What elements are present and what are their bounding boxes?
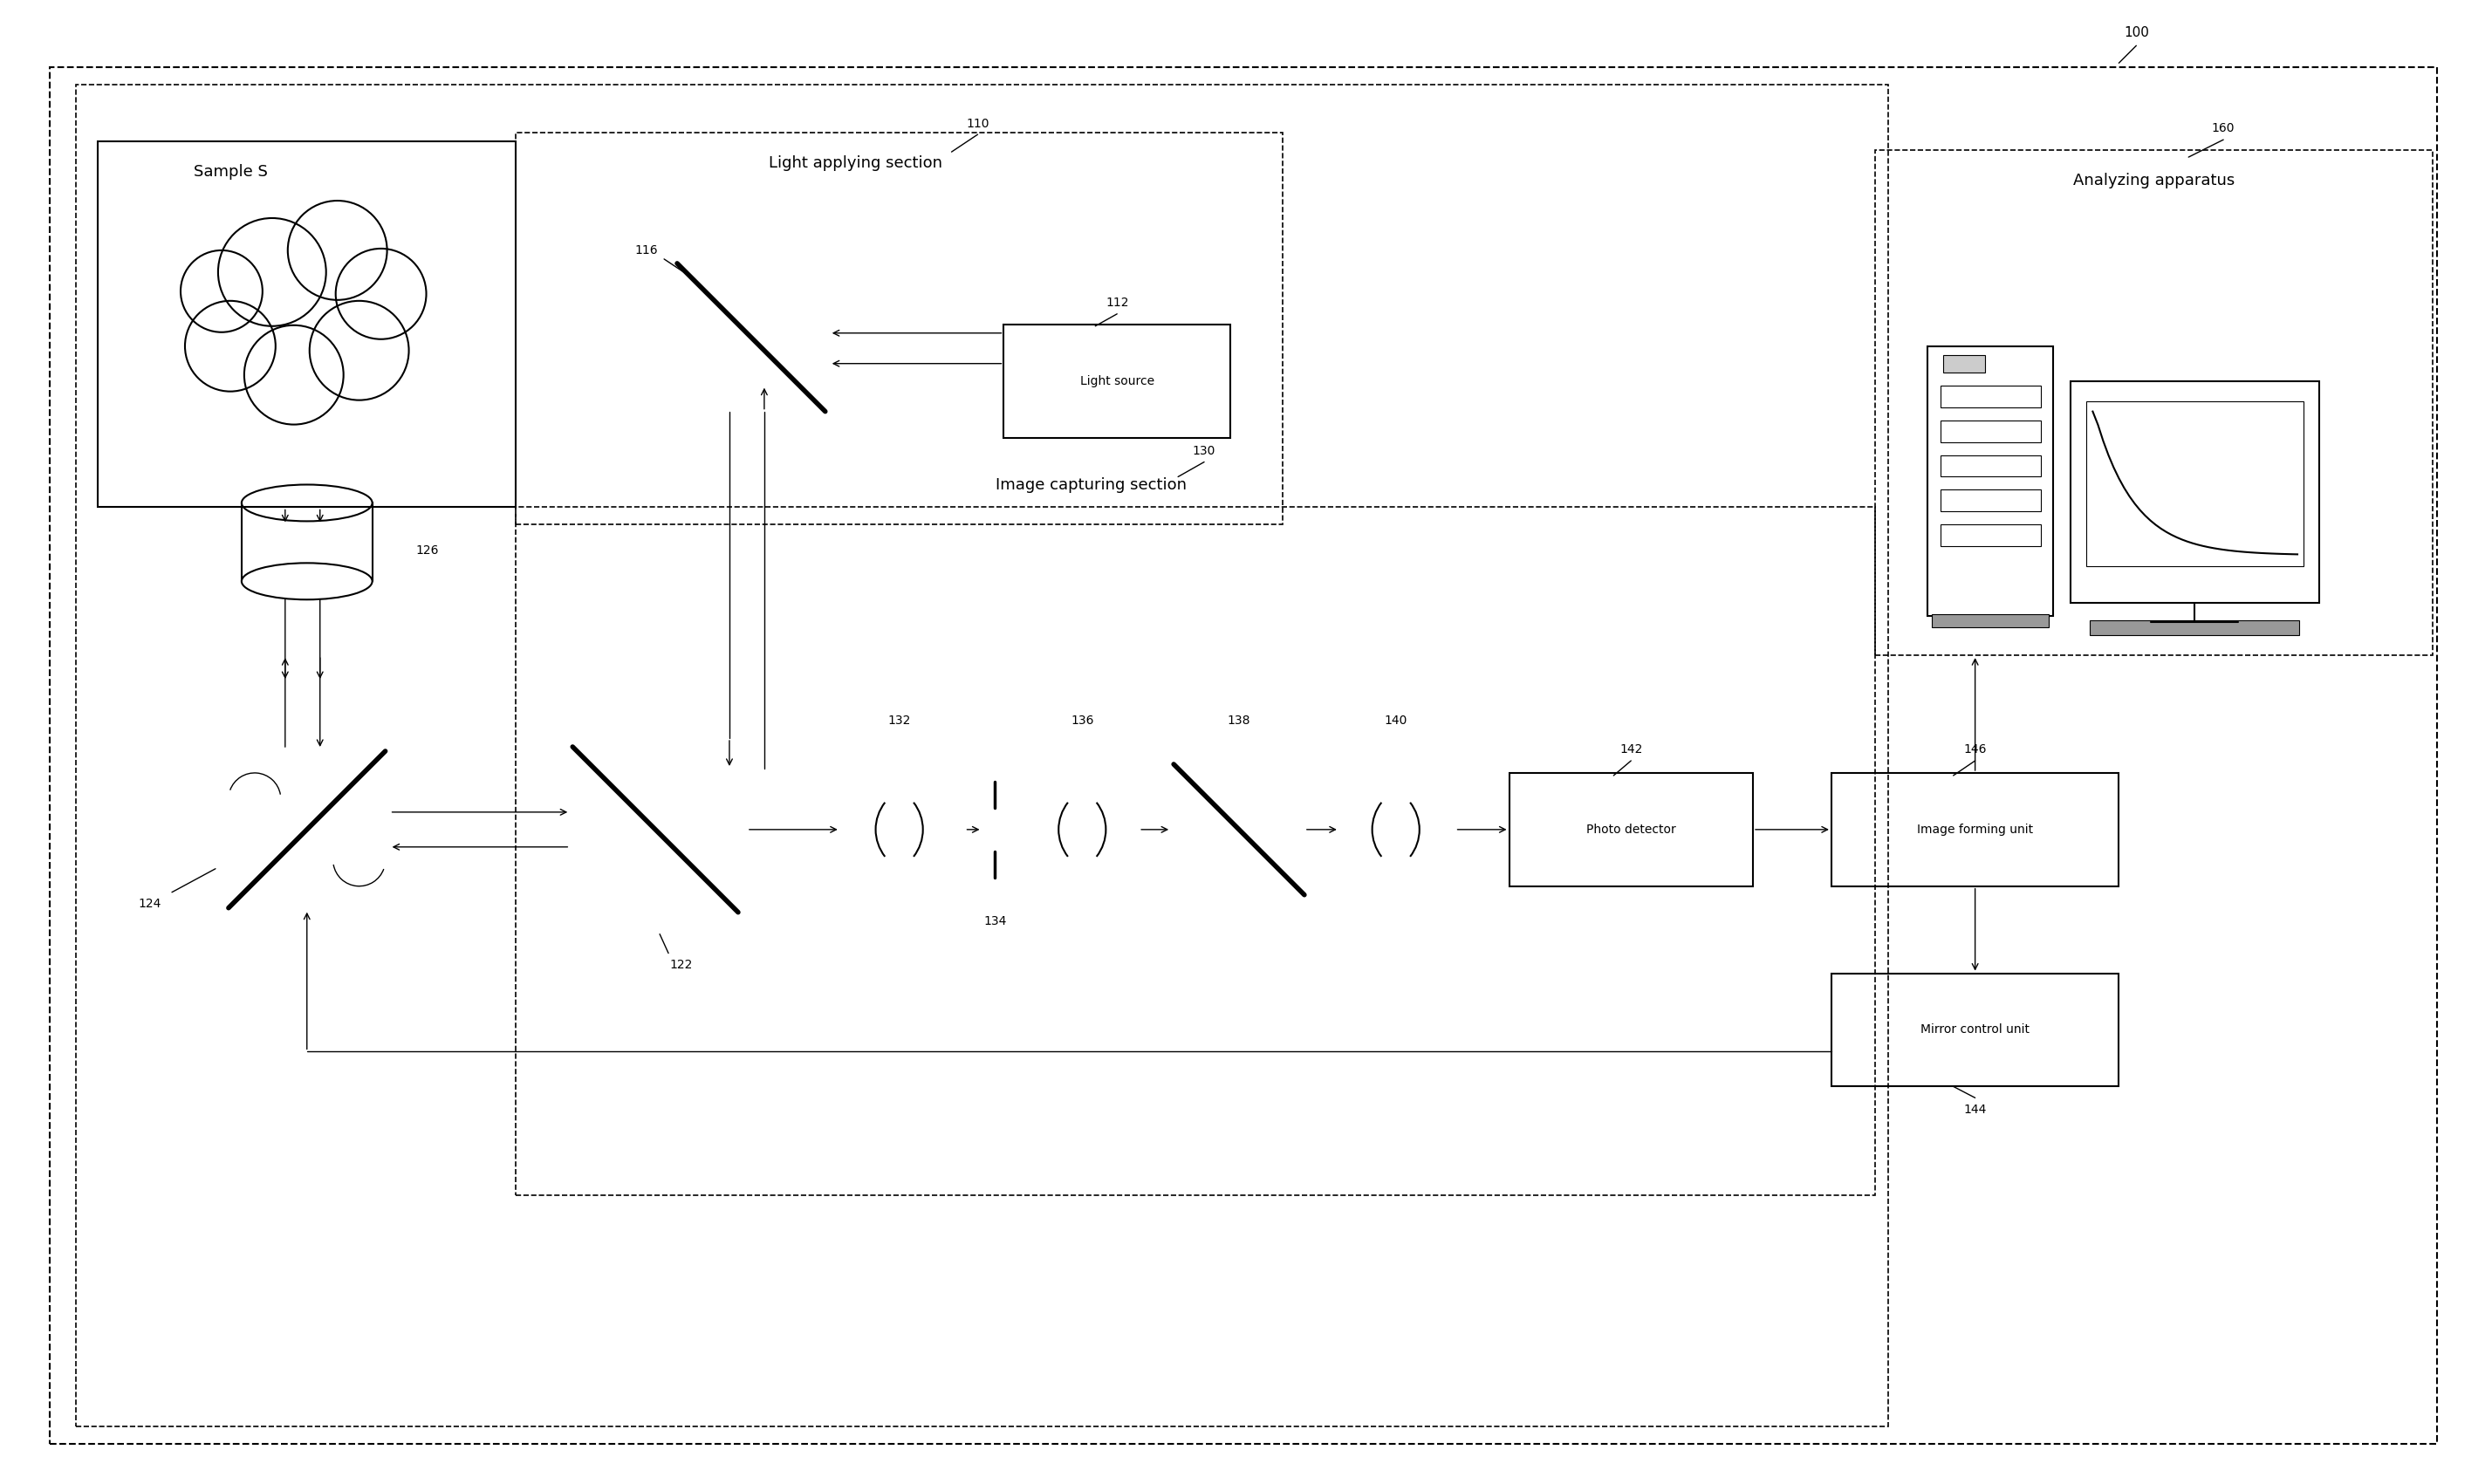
Text: 138: 138	[1228, 715, 1250, 727]
Text: Photo detector: Photo detector	[1585, 824, 1675, 835]
Text: 112: 112	[1106, 297, 1128, 309]
Text: 124: 124	[139, 898, 162, 910]
Text: 130: 130	[1193, 445, 1215, 457]
Text: 144: 144	[1963, 1104, 1986, 1116]
Text: 146: 146	[1963, 743, 1986, 755]
Text: 134: 134	[984, 914, 1006, 928]
Bar	[1941, 386, 2040, 407]
Text: Light applying section: Light applying section	[768, 156, 942, 171]
Text: Light source: Light source	[1081, 375, 1153, 387]
Bar	[517, 132, 1282, 525]
Bar	[97, 141, 517, 508]
Text: 116: 116	[636, 245, 659, 257]
Text: Sample S: Sample S	[194, 165, 268, 180]
Bar	[1831, 974, 2120, 1086]
Bar	[1931, 614, 2050, 628]
Text: 142: 142	[1620, 743, 1643, 755]
Text: Image capturing section: Image capturing section	[996, 478, 1185, 493]
Circle shape	[181, 251, 263, 332]
Bar	[2087, 401, 2304, 567]
Text: Image forming unit: Image forming unit	[1916, 824, 2033, 835]
Text: 160: 160	[2212, 122, 2234, 135]
Bar	[2070, 381, 2319, 603]
Bar	[1831, 773, 2120, 886]
Text: 136: 136	[1071, 715, 1093, 727]
Ellipse shape	[241, 562, 373, 600]
Text: Mirror control unit: Mirror control unit	[1921, 1024, 2030, 1036]
Circle shape	[244, 325, 343, 424]
Bar	[1928, 346, 2053, 616]
Text: 140: 140	[1384, 715, 1407, 727]
Circle shape	[311, 301, 410, 401]
Bar	[2090, 620, 2299, 635]
Text: 126: 126	[415, 545, 440, 556]
Bar	[1874, 150, 2433, 656]
Text: 132: 132	[887, 715, 912, 727]
Text: 110: 110	[967, 117, 989, 131]
Text: Analyzing apparatus: Analyzing apparatus	[2072, 172, 2234, 188]
Bar	[1941, 420, 2040, 442]
Bar	[1943, 355, 1986, 372]
Circle shape	[335, 249, 427, 340]
Bar	[517, 508, 1874, 1195]
Text: 100: 100	[2125, 27, 2150, 39]
Bar	[1508, 773, 1752, 886]
Bar	[1941, 456, 2040, 476]
Bar	[1004, 325, 1230, 438]
Circle shape	[219, 218, 326, 326]
Circle shape	[288, 200, 388, 300]
Text: 122: 122	[671, 959, 693, 971]
Bar	[1941, 525, 2040, 546]
Bar	[1941, 490, 2040, 512]
Bar	[77, 85, 1889, 1426]
Circle shape	[184, 301, 276, 392]
